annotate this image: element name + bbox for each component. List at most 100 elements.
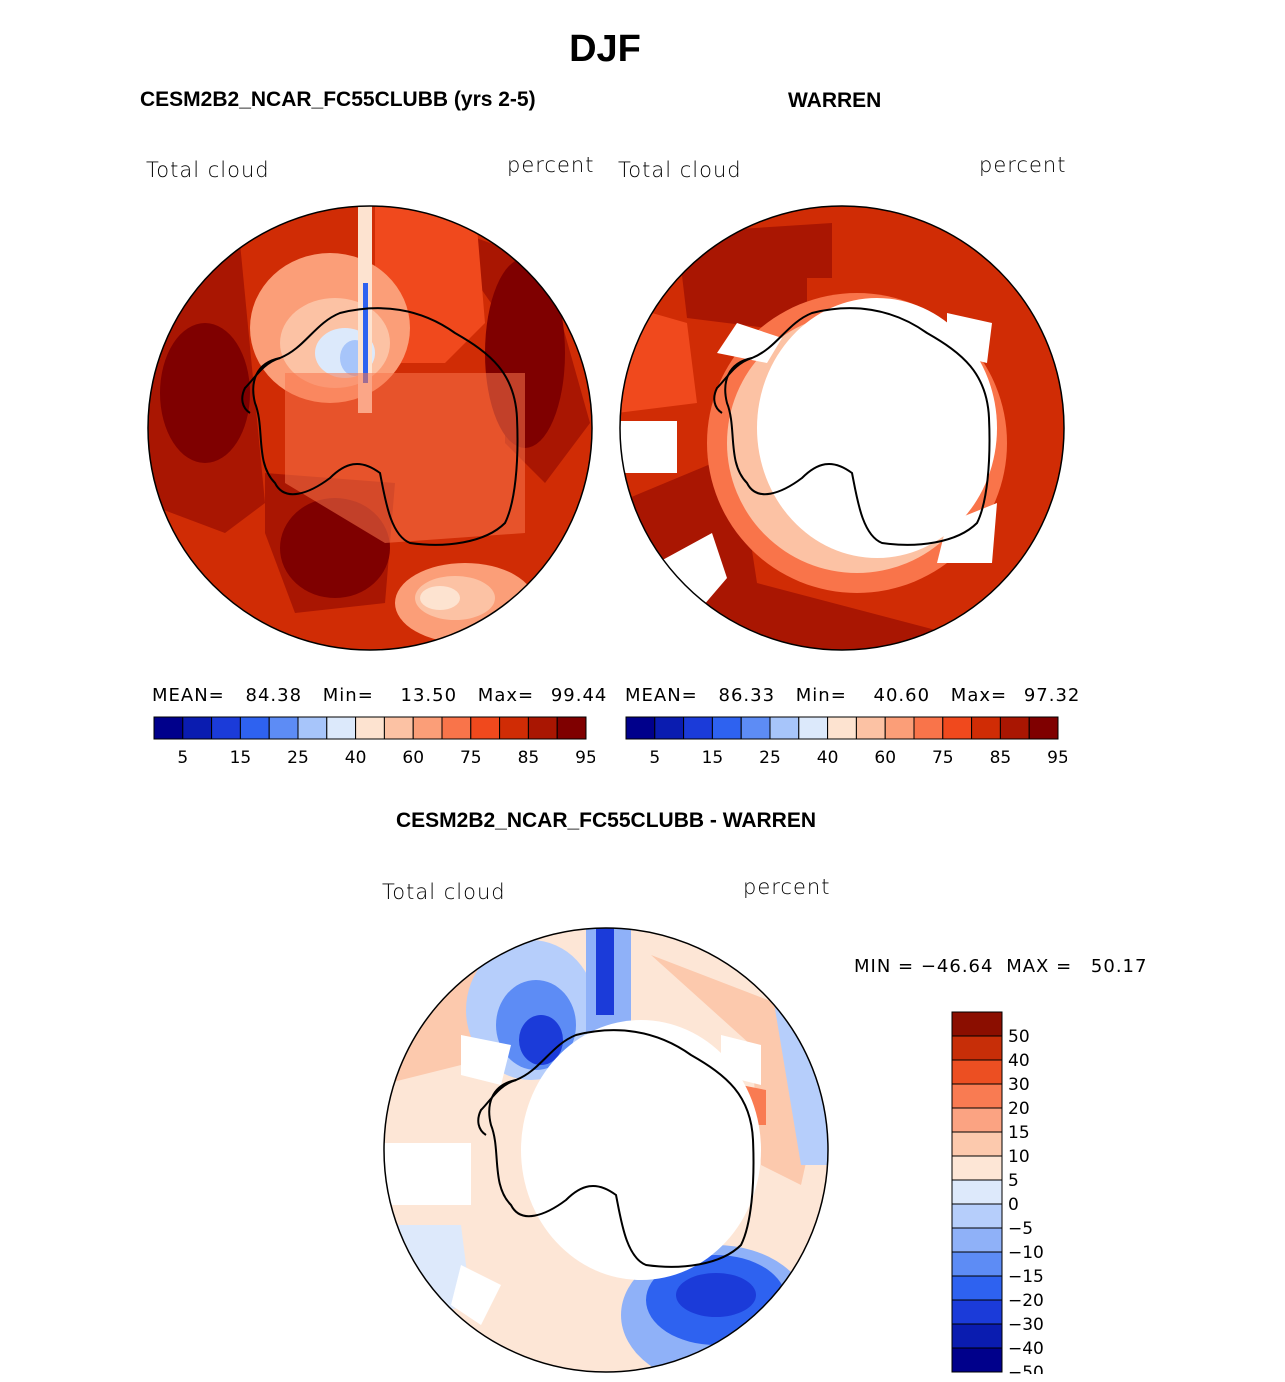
mean-value: 86.33	[718, 685, 776, 706]
min-value: −46.64	[920, 956, 994, 977]
min-label: MIN =	[854, 956, 915, 977]
colorbar-swatch	[268, 716, 299, 740]
colorbar-swatch	[153, 716, 184, 740]
colorbar-swatch	[951, 1179, 1003, 1205]
colorbar-swatch	[441, 716, 472, 740]
diff-stats: MIN = −46.64 MAX = 50.17	[854, 956, 1147, 977]
colorbar-tick-label: 95	[575, 748, 595, 768]
mean-value: 84.38	[245, 685, 303, 706]
colorbar-tick-label: 5	[1008, 1171, 1019, 1191]
colorbar-tick-label: −5	[1008, 1219, 1033, 1239]
colorbar-swatch	[951, 1275, 1003, 1301]
max-label: MAX =	[1006, 956, 1073, 977]
colorbar-swatch	[769, 716, 800, 740]
colorbar-swatch	[951, 1011, 1003, 1037]
diff-units-label: percent	[743, 875, 831, 899]
colorbar-tick-label: −50	[1008, 1363, 1044, 1374]
colorbar-swatch	[827, 716, 857, 740]
obs-stats: MEAN= 86.33 Min= 40.60 Max= 97.32	[625, 685, 1080, 706]
colorbar-swatch	[527, 716, 558, 740]
colorbar-tick-label: 85	[990, 748, 1012, 768]
colorbar-swatch	[951, 1155, 1003, 1181]
model-stats: MEAN= 84.38 Min= 13.50 Max= 99.44	[152, 685, 607, 706]
colorbar-swatch	[951, 1251, 1003, 1277]
colorbar-swatch	[326, 716, 357, 740]
model-panel-title: CESM2B2_NCAR_FC55CLUBB (yrs 2-5)	[140, 88, 536, 111]
model-colorbar: 5 15 25 40 60 75 85 95	[153, 716, 595, 768]
colorbar-swatch	[182, 716, 213, 740]
min-label: Min=	[795, 685, 847, 706]
season-title: DJF	[569, 28, 641, 70]
colorbar-swatch	[951, 1299, 1003, 1325]
colorbar-tick-label: 25	[287, 748, 309, 768]
colorbar-swatch	[798, 716, 829, 740]
colorbar-tick-label: 15	[230, 748, 252, 768]
colorbar-swatch	[942, 716, 973, 740]
obs-map	[619, 205, 1065, 651]
colorbar-tick-label: 10	[1008, 1147, 1030, 1167]
colorbar-tick-label: 85	[518, 748, 540, 768]
max-value: 97.32	[1023, 685, 1081, 706]
colorbar-tick-label: −40	[1008, 1339, 1044, 1359]
colorbar-swatch	[951, 1347, 1003, 1373]
colorbar-tick-label: 40	[345, 748, 367, 768]
colorbar-swatch	[951, 1131, 1003, 1157]
colorbar-swatch	[855, 716, 886, 740]
max-value: 50.17	[1090, 956, 1148, 977]
colorbar-swatch	[355, 716, 385, 740]
obs-variable-label: Total cloud	[618, 158, 742, 182]
colorbar-swatch	[951, 1083, 1003, 1109]
max-label: Max=	[950, 685, 1008, 706]
colorbar-swatch	[556, 716, 587, 740]
colorbar-tick-label: 60	[874, 748, 896, 768]
colorbar-tick-label: −20	[1008, 1291, 1044, 1311]
colorbar-tick-label: 5	[177, 748, 188, 768]
colorbar-tick-label: 75	[460, 748, 482, 768]
obs-units-label: percent	[979, 153, 1067, 177]
max-value: 99.44	[550, 685, 608, 706]
colorbar-swatch	[297, 716, 328, 740]
obs-colorbar: 5 15 25 40 60 75 85 95	[625, 716, 1067, 768]
colorbar-tick-label: 40	[817, 748, 839, 768]
model-variable-label: Total cloud	[146, 158, 270, 182]
colorbar-swatch	[211, 716, 241, 740]
colorbar-swatch	[884, 716, 915, 740]
colorbar-tick-label: 95	[1047, 748, 1067, 768]
min-value: 13.50	[400, 685, 458, 706]
min-value: 40.60	[873, 685, 931, 706]
colorbar-tick-label: −15	[1008, 1267, 1044, 1287]
colorbar-swatch	[683, 716, 713, 740]
diff-panel-title: CESM2B2_NCAR_FC55CLUBB - WARREN	[395, 809, 817, 832]
colorbar-swatch	[971, 716, 1001, 740]
colorbar-swatch	[499, 716, 529, 740]
colorbar-swatch	[951, 1227, 1003, 1253]
colorbar-swatch	[951, 1323, 1003, 1349]
colorbar-tick-label: 0	[1008, 1195, 1019, 1215]
mean-label: MEAN=	[625, 685, 698, 706]
colorbar-tick-label: 75	[932, 748, 954, 768]
colorbar-swatch	[625, 716, 656, 740]
colorbar-swatch	[412, 716, 443, 740]
mean-label: MEAN=	[152, 685, 225, 706]
colorbar-tick-label: 30	[1008, 1075, 1030, 1095]
colorbar-tick-label: 15	[1008, 1123, 1030, 1143]
colorbar-tick-label: 40	[1008, 1051, 1030, 1071]
colorbar-swatch	[654, 716, 685, 740]
colorbar-swatch	[951, 1059, 1003, 1085]
colorbar-swatch	[999, 716, 1030, 740]
colorbar-swatch	[470, 716, 501, 740]
colorbar-swatch	[1028, 716, 1059, 740]
colorbar-swatch	[239, 716, 270, 740]
diff-map	[383, 927, 829, 1373]
colorbar-tick-label: 25	[759, 748, 781, 768]
colorbar-tick-label: −10	[1008, 1243, 1044, 1263]
colorbar-swatch	[951, 1107, 1003, 1133]
colorbar-tick-label: 60	[402, 748, 424, 768]
colorbar-swatch	[740, 716, 771, 740]
model-map	[147, 205, 593, 651]
obs-panel-title: WARREN	[788, 89, 882, 112]
model-units-label: percent	[507, 153, 595, 177]
diff-variable-label: Total cloud	[382, 880, 506, 904]
colorbar-swatch	[383, 716, 414, 740]
max-label: Max=	[477, 685, 535, 706]
